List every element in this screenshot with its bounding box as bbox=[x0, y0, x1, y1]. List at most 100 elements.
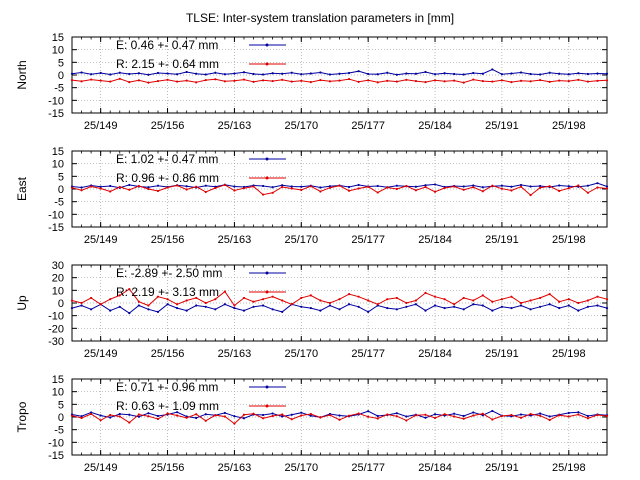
data-point-e bbox=[109, 184, 112, 188]
y-tick-label: -10 bbox=[48, 437, 64, 449]
data-point-r bbox=[319, 416, 322, 419]
data-point-r bbox=[156, 295, 160, 298]
data-point-r bbox=[147, 81, 150, 84]
data-point-r bbox=[414, 79, 418, 83]
data-point-r bbox=[357, 80, 360, 83]
x-tick-label: 25/198 bbox=[552, 120, 586, 132]
data-point-e bbox=[99, 414, 102, 417]
legend-marker-e bbox=[265, 271, 269, 275]
data-point-e bbox=[500, 305, 504, 308]
y-tick-label: 0 bbox=[58, 70, 64, 82]
data-point-r bbox=[271, 414, 274, 418]
data-point-e bbox=[558, 306, 561, 310]
data-point-e bbox=[80, 304, 83, 307]
data-point-r bbox=[405, 184, 408, 188]
data-point-r bbox=[70, 414, 74, 417]
data-point-r bbox=[128, 421, 131, 424]
data-point-e bbox=[338, 72, 341, 75]
data-point-e bbox=[271, 412, 274, 415]
data-point-r bbox=[462, 81, 465, 84]
data-point-r bbox=[424, 185, 427, 189]
x-tick-label: 25/177 bbox=[351, 234, 385, 246]
data-point-e bbox=[481, 304, 484, 307]
data-point-e bbox=[109, 73, 112, 76]
data-point-r bbox=[586, 80, 589, 83]
data-point-r bbox=[99, 303, 102, 306]
data-point-e bbox=[281, 310, 284, 313]
x-tick-label: 25/177 bbox=[351, 348, 385, 360]
data-point-r bbox=[214, 78, 217, 81]
y-tick-label: 0 bbox=[58, 412, 64, 424]
data-point-e bbox=[242, 417, 246, 420]
data-point-e bbox=[90, 411, 93, 414]
data-point-r bbox=[242, 187, 246, 190]
data-point-r bbox=[156, 417, 160, 421]
data-point-e bbox=[80, 71, 83, 74]
data-point-e bbox=[376, 414, 379, 418]
data-point-r bbox=[519, 301, 523, 305]
data-point-r bbox=[118, 415, 121, 418]
data-point-r bbox=[204, 78, 207, 82]
data-point-r bbox=[319, 190, 322, 193]
data-point-r bbox=[328, 413, 332, 417]
data-point-r bbox=[185, 299, 188, 302]
data-point-r bbox=[577, 78, 580, 81]
data-point-r bbox=[529, 412, 532, 416]
data-point-e bbox=[261, 184, 265, 188]
data-point-e bbox=[443, 72, 446, 75]
data-point-e bbox=[605, 72, 609, 75]
data-point-r bbox=[319, 299, 322, 302]
data-point-r bbox=[281, 413, 284, 416]
data-point-e bbox=[118, 305, 121, 308]
data-point-r bbox=[510, 295, 513, 298]
data-point-r bbox=[328, 301, 332, 305]
legend-marker-e bbox=[265, 43, 269, 47]
data-point-e bbox=[300, 411, 303, 414]
data-point-e bbox=[462, 73, 465, 76]
data-point-r bbox=[405, 301, 408, 305]
plot-frame bbox=[71, 264, 608, 342]
data-point-r bbox=[175, 80, 179, 83]
data-point-e bbox=[99, 71, 102, 75]
data-point-r bbox=[586, 299, 589, 302]
data-point-r bbox=[347, 77, 351, 81]
data-point-e bbox=[128, 183, 131, 187]
data-point-e bbox=[529, 72, 532, 76]
data-point-r bbox=[309, 412, 312, 416]
data-point-r bbox=[453, 303, 456, 306]
y-tick-label: -15 bbox=[48, 450, 64, 462]
data-point-r bbox=[596, 413, 599, 417]
x-tick-label: 25/184 bbox=[418, 234, 452, 246]
data-point-e bbox=[567, 304, 570, 307]
data-point-e bbox=[539, 73, 542, 76]
data-point-e bbox=[376, 184, 379, 188]
data-point-r bbox=[156, 79, 160, 83]
data-point-r bbox=[233, 189, 236, 192]
data-point-r bbox=[491, 418, 494, 421]
data-point-e bbox=[242, 71, 246, 74]
y-tick-label: 5 bbox=[58, 171, 64, 183]
data-point-r bbox=[347, 189, 351, 192]
legend-entry-r: R: 0.63 +- 1.09 mm bbox=[116, 399, 219, 413]
data-point-r bbox=[233, 79, 236, 82]
data-point-r bbox=[166, 412, 169, 415]
panel-north: 25/149 25/156 25/163 25/170 25/177 25/184 25/1… bbox=[15, 32, 609, 132]
data-point-e bbox=[319, 71, 322, 74]
data-point-e bbox=[185, 70, 188, 74]
legend-entry-e: E: 0.46 +- 0.47 mm bbox=[116, 38, 218, 52]
data-point-r bbox=[510, 413, 513, 417]
data-point-e bbox=[558, 184, 561, 187]
data-point-e bbox=[414, 185, 418, 188]
data-point-r bbox=[500, 79, 504, 82]
data-point-r bbox=[300, 79, 303, 82]
data-point-e bbox=[405, 305, 408, 308]
data-point-r bbox=[472, 186, 475, 189]
data-point-r bbox=[357, 295, 360, 298]
data-point-r bbox=[271, 295, 274, 298]
data-point-e bbox=[328, 304, 332, 307]
data-point-r bbox=[443, 80, 446, 83]
data-point-e bbox=[137, 304, 140, 307]
data-point-r bbox=[70, 78, 74, 82]
data-point-r bbox=[290, 303, 293, 306]
